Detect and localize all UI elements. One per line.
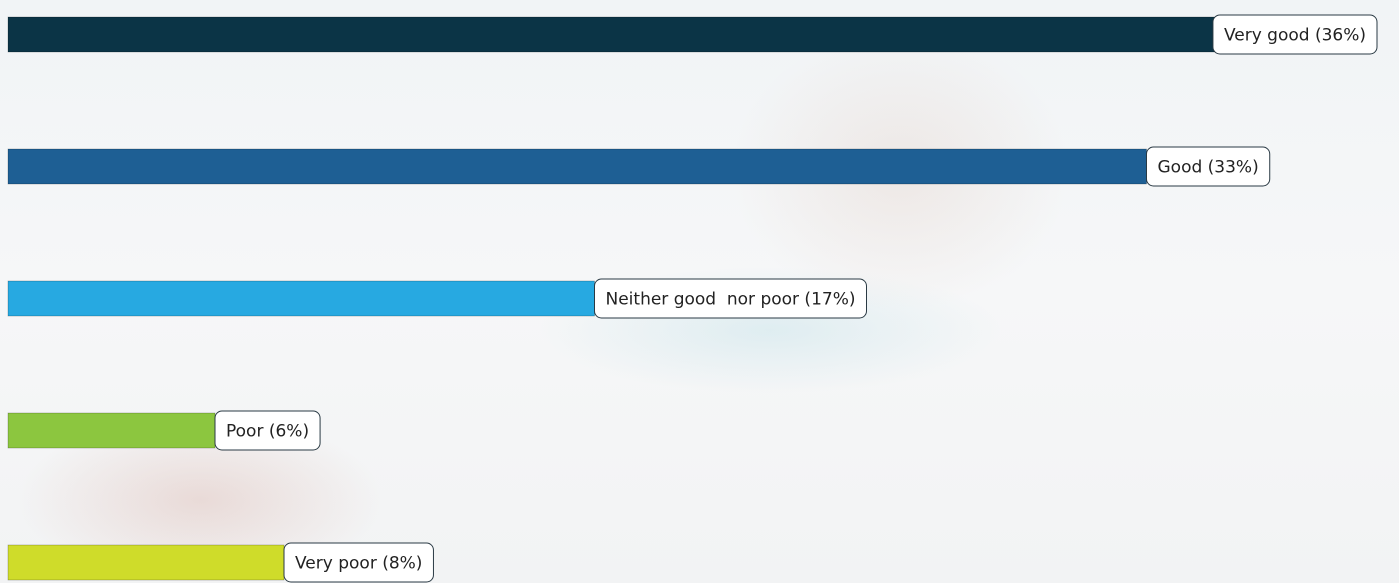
bar — [8, 545, 284, 580]
value-label: Very good (36%) — [1224, 26, 1366, 46]
value-label: Poor (6%) — [226, 422, 309, 442]
bar — [8, 17, 1250, 52]
value-label: Neither good nor poor (17%) — [606, 290, 856, 310]
page: Very good (36%) Good (33%) Neither good no… — [0, 0, 1399, 583]
bar — [8, 149, 1147, 184]
bar — [8, 281, 595, 316]
bar — [8, 413, 215, 448]
value-label: Very poor (8%) — [295, 554, 422, 574]
value-label: Good (33%) — [1158, 158, 1259, 178]
chart: Very good (36%) Good (33%) Neither good no… — [0, 0, 1399, 583]
